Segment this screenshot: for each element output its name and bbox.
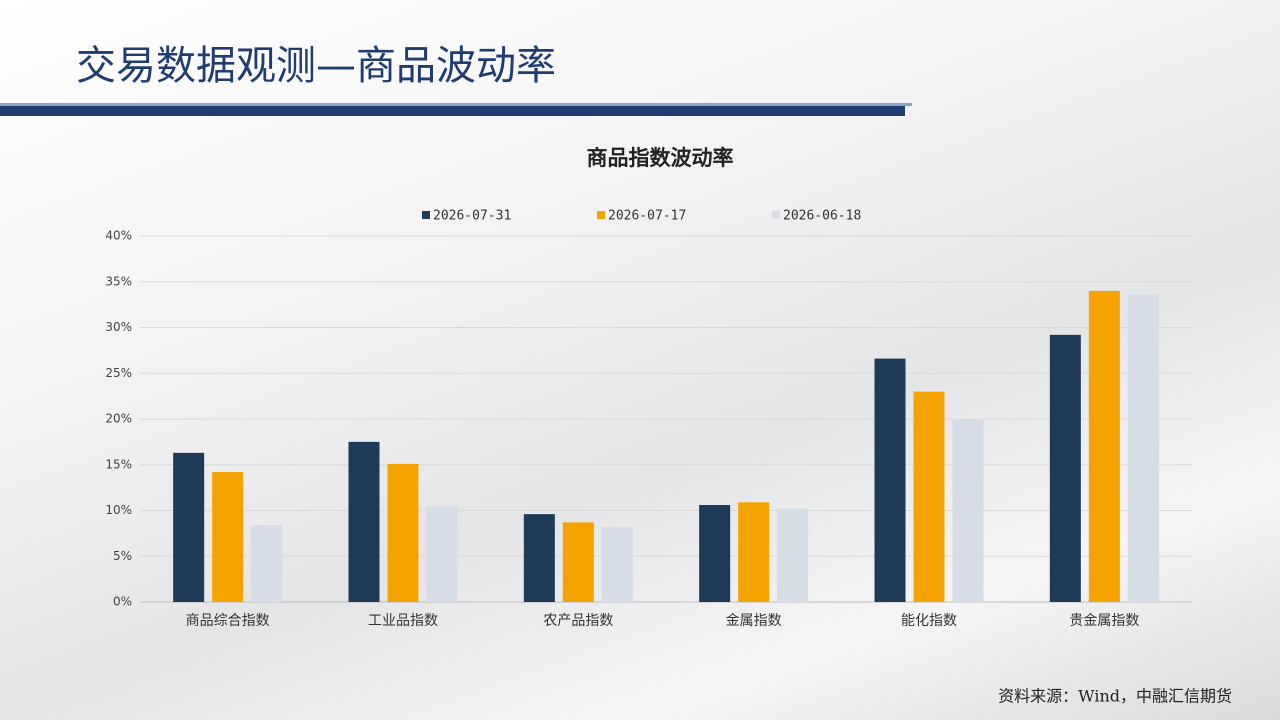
x-tick-label: 金属指数 bbox=[726, 613, 782, 629]
y-tick-label: 30% bbox=[105, 320, 132, 334]
bar bbox=[348, 441, 380, 602]
bar bbox=[426, 506, 458, 602]
header-bar-accent bbox=[0, 103, 912, 106]
bar bbox=[601, 526, 633, 602]
bar bbox=[1127, 294, 1159, 602]
bar bbox=[777, 508, 809, 602]
legend-label: 2026-07-17 bbox=[608, 209, 686, 224]
x-tick-label: 商品综合指数 bbox=[186, 613, 270, 629]
legend-swatch bbox=[597, 211, 605, 219]
bar bbox=[523, 514, 555, 602]
x-tick-label: 贵金属指数 bbox=[1069, 613, 1139, 629]
y-tick-label: 20% bbox=[105, 412, 132, 426]
y-tick-label: 40% bbox=[105, 229, 132, 243]
source-note: 资料来源：Wind，中融汇信期货 bbox=[998, 687, 1232, 706]
legend-swatch bbox=[772, 211, 780, 219]
bar bbox=[874, 358, 906, 602]
bar bbox=[913, 391, 945, 602]
legend-label: 2026-07-31 bbox=[433, 209, 511, 224]
bar bbox=[212, 472, 244, 602]
bar bbox=[738, 502, 770, 602]
bar bbox=[699, 505, 731, 602]
x-tick-label: 能化指数 bbox=[901, 613, 957, 629]
y-tick-label: 10% bbox=[105, 503, 132, 517]
bar bbox=[952, 419, 984, 602]
x-tick-label: 农产品指数 bbox=[543, 613, 613, 629]
legend-swatch bbox=[422, 211, 430, 219]
y-tick-label: 35% bbox=[105, 274, 132, 288]
y-tick-label: 0% bbox=[113, 595, 132, 609]
x-tick-label: 工业品指数 bbox=[368, 613, 438, 629]
bar bbox=[562, 522, 594, 602]
y-tick-label: 25% bbox=[105, 366, 132, 380]
bar bbox=[1049, 334, 1081, 602]
bar bbox=[387, 463, 419, 602]
bar bbox=[251, 525, 283, 602]
y-tick-label: 5% bbox=[113, 549, 132, 563]
header-bar bbox=[0, 106, 905, 116]
y-tick-label: 15% bbox=[105, 457, 132, 471]
slide-title: 交易数据观测—商品波动率 bbox=[76, 43, 556, 89]
bar bbox=[173, 452, 205, 602]
chart-title: 商品指数波动率 bbox=[587, 146, 734, 170]
legend-label: 2026-06-18 bbox=[783, 209, 861, 224]
bar bbox=[1088, 290, 1120, 602]
